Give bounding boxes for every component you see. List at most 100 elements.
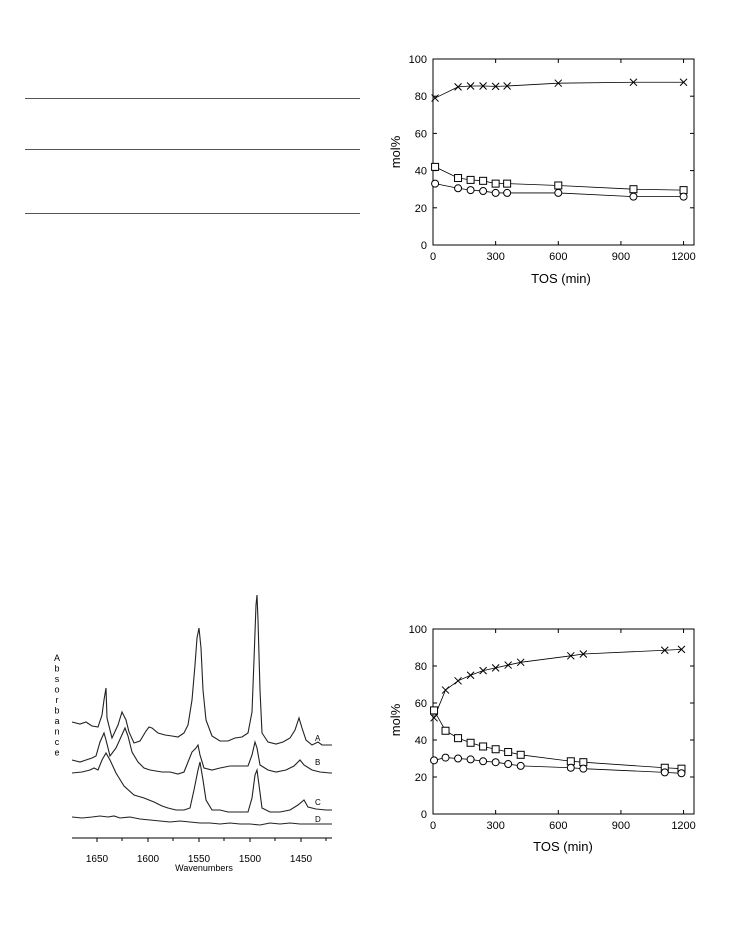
x-tick-label: 1550 xyxy=(188,854,211,865)
data-point-x xyxy=(660,646,669,655)
y-tick-label: 100 xyxy=(409,624,427,636)
data-point-square xyxy=(504,748,513,757)
data-point-x xyxy=(479,666,487,675)
data-point-x xyxy=(504,661,513,669)
x-tick-label: 0 xyxy=(430,820,436,832)
ylabel-letter: c xyxy=(55,737,60,747)
data-point-square xyxy=(454,174,463,183)
data-point-square xyxy=(503,179,512,188)
data-point-square xyxy=(491,745,500,754)
data-point-square xyxy=(479,742,488,751)
y-tick-label: 40 xyxy=(415,166,427,178)
x-tick-label: 600 xyxy=(549,251,567,263)
data-point-x xyxy=(466,671,475,680)
plot-frame xyxy=(432,58,695,246)
data-point-x xyxy=(677,645,686,654)
x-tick-label: 900 xyxy=(612,251,630,263)
table-rule-bottom xyxy=(25,213,360,214)
data-point-circle xyxy=(466,755,475,764)
y-tick-label: 60 xyxy=(415,698,427,710)
data-point-square xyxy=(491,179,500,188)
x-tick-label: 300 xyxy=(486,820,504,832)
data-point-x xyxy=(679,78,688,87)
ylabel: mol% xyxy=(388,135,403,168)
data-point-circle xyxy=(554,188,563,197)
data-point-circle xyxy=(516,761,525,770)
trace-b xyxy=(71,726,332,775)
data-point-circle xyxy=(629,192,638,201)
data-point-x xyxy=(566,651,575,660)
x-tick-label: 300 xyxy=(486,251,504,263)
xlabel: TOS (min) xyxy=(533,839,593,854)
data-point-x xyxy=(491,82,500,91)
x-tick-label: 0 xyxy=(430,251,436,263)
data-point-circle xyxy=(677,769,686,778)
trace-label-b: B xyxy=(315,758,320,767)
data-point-x xyxy=(554,79,563,88)
data-point-x xyxy=(503,82,511,90)
data-point-circle xyxy=(566,763,575,772)
x-tick-label: 1450 xyxy=(290,854,313,865)
data-point-x xyxy=(430,713,438,722)
ylabel-letter: r xyxy=(56,695,59,705)
y-tick-label: 60 xyxy=(415,128,427,140)
ylabel-letter: n xyxy=(54,727,59,737)
xlabel: Wavenumbers xyxy=(175,863,233,873)
data-point-circle xyxy=(491,758,500,767)
data-point-circle xyxy=(431,179,440,188)
y-tick-label: 80 xyxy=(415,661,427,673)
y-tick-label: 0 xyxy=(421,240,427,252)
data-point-x xyxy=(454,83,462,91)
trace-label-d: D xyxy=(315,815,321,824)
data-point-square xyxy=(466,175,475,184)
data-point-circle xyxy=(466,186,475,195)
data-point-square xyxy=(431,162,440,171)
ylabel-letter: e xyxy=(54,748,59,758)
data-point-circle xyxy=(479,187,488,196)
trace-d xyxy=(71,815,332,826)
y-tick-label: 0 xyxy=(421,809,427,821)
data-point-circle xyxy=(454,754,463,763)
data-point-x xyxy=(516,658,525,667)
data-point-square xyxy=(441,726,450,735)
data-point-x xyxy=(479,82,487,90)
data-point-x xyxy=(491,663,500,672)
data-point-x xyxy=(579,650,588,658)
data-point-circle xyxy=(679,192,688,201)
data-point-circle xyxy=(441,753,450,762)
y-tick-label: 80 xyxy=(415,91,427,103)
x-tick-label: 600 xyxy=(549,820,567,832)
data-point-circle xyxy=(660,768,669,777)
data-point-x xyxy=(466,82,475,90)
ylabel-letter: o xyxy=(54,685,59,695)
data-point-x xyxy=(441,686,450,694)
spectrum-traces xyxy=(71,594,332,826)
data-point-x xyxy=(431,94,439,102)
x-tick-label: 900 xyxy=(612,820,630,832)
x-tick-label: 1650 xyxy=(86,854,109,865)
y-tick-label: 100 xyxy=(409,54,427,66)
data-point-circle xyxy=(491,188,500,197)
x-ticks: 1650 1600 1550 1500 1450 xyxy=(86,838,327,865)
data-point-x xyxy=(454,676,462,685)
trace-c xyxy=(71,751,332,813)
data-point-circle xyxy=(454,184,463,193)
data-point-circle xyxy=(503,188,512,197)
data-point-square xyxy=(454,734,463,743)
y-tick-label: 40 xyxy=(415,735,427,747)
y-tick-label: 20 xyxy=(415,772,427,784)
table-rule-top xyxy=(25,98,360,99)
data-point-circle xyxy=(479,757,488,766)
x-tick-label: 1200 xyxy=(671,251,695,263)
data-point-circle xyxy=(579,764,588,773)
ylabel: mol% xyxy=(388,703,403,736)
trace-a xyxy=(71,594,332,746)
data-point-x xyxy=(629,78,638,87)
data-point-square xyxy=(479,176,488,185)
data-point-square xyxy=(430,706,439,715)
table-rule-middle xyxy=(25,149,360,150)
y-tick-label: 20 xyxy=(415,203,427,215)
